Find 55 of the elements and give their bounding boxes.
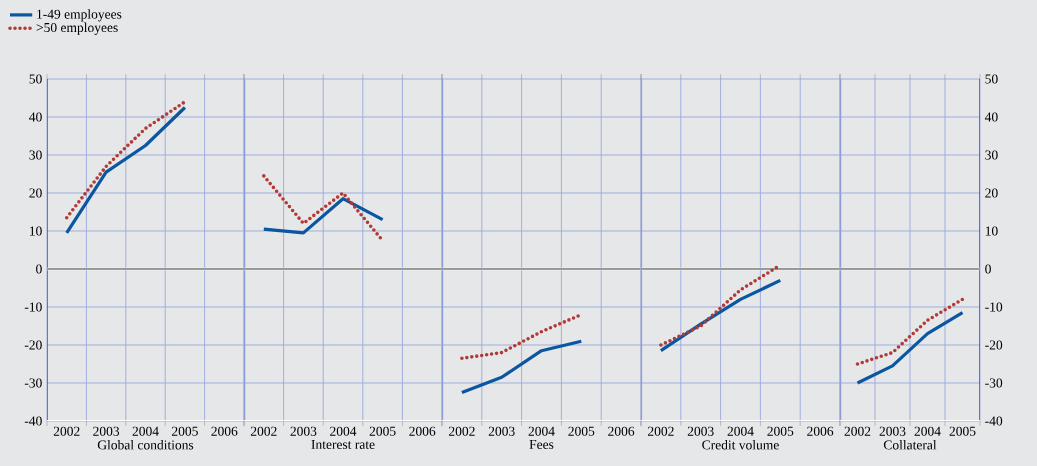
y-tick-label: -40 — [985, 416, 1003, 426]
y-tick-label: 50 — [29, 74, 42, 84]
x-tick-label: 2002 — [449, 426, 475, 436]
x-tick-label: 2003 — [879, 426, 906, 436]
line-series — [855, 297, 965, 366]
y-tick-label: 40 — [29, 112, 42, 122]
x-tick-label: 2002 — [53, 426, 80, 436]
y-tick-label: -10 — [985, 302, 1003, 312]
x-tick-label: 2006 — [608, 426, 635, 436]
y-tick-label: -40 — [24, 416, 42, 426]
x-tick-label: 2006 — [211, 426, 238, 436]
x-tick-label: 2003 — [290, 426, 317, 436]
x-tick-label: 2003 — [687, 426, 714, 436]
x-tick-label: 2002 — [844, 426, 871, 436]
y-tick-label: 50 — [985, 74, 998, 84]
y-tick-label: -20 — [985, 340, 1003, 350]
y-tick-label: -20 — [24, 340, 42, 350]
y-tick-label: 20 — [29, 188, 42, 198]
y-tick-label: 30 — [985, 150, 998, 160]
y-tick-label: 30 — [29, 150, 42, 160]
y-tick-label: 10 — [985, 226, 998, 236]
line-series — [855, 311, 965, 385]
x-axis-title: Global conditions — [97, 440, 194, 450]
x-tick-label: 2004 — [727, 426, 754, 436]
x-tick-label: 2004 — [330, 426, 357, 436]
y-tick-label: 0 — [36, 264, 42, 274]
x-axis-title: Collateral — [883, 440, 937, 450]
line-series — [65, 105, 187, 235]
x-tick-label: 2002 — [250, 426, 277, 436]
y-tick-label: -30 — [24, 378, 42, 388]
y-tick-label: 10 — [30, 226, 42, 236]
y-tick-label: 40 — [984, 112, 998, 122]
legend-label: 1-49 employees — [37, 9, 122, 22]
x-tick-label: 2005 — [568, 426, 595, 436]
x-axis-title: Interest rate — [311, 439, 375, 449]
legend-label: >50 employees — [36, 22, 118, 35]
x-tick-label: 2005 — [767, 426, 794, 436]
x-tick-label: 2004 — [528, 426, 555, 436]
x-axis-title: Credit volume — [702, 440, 779, 450]
y-tick-label: 0 — [985, 264, 991, 274]
x-tick-label: 2006 — [807, 426, 834, 436]
x-tick-label: 2004 — [132, 426, 159, 436]
x-axis-title: Fees — [529, 439, 554, 449]
x-tick-label: 2006 — [409, 426, 436, 436]
y-tick-label: -10 — [24, 302, 42, 312]
x-tick-label: 2005 — [172, 426, 198, 436]
x-tick-label: 2005 — [369, 426, 396, 436]
x-tick-label: 2005 — [949, 426, 976, 436]
y-tick-label: -30 — [985, 378, 1003, 388]
y-tick-label: 20 — [985, 188, 998, 198]
x-tick-label: 2004 — [914, 426, 941, 436]
x-tick-label: 2003 — [488, 426, 515, 436]
line-series — [64, 100, 187, 220]
x-tick-label: 2003 — [93, 426, 120, 436]
x-tick-label: 2002 — [648, 426, 674, 436]
